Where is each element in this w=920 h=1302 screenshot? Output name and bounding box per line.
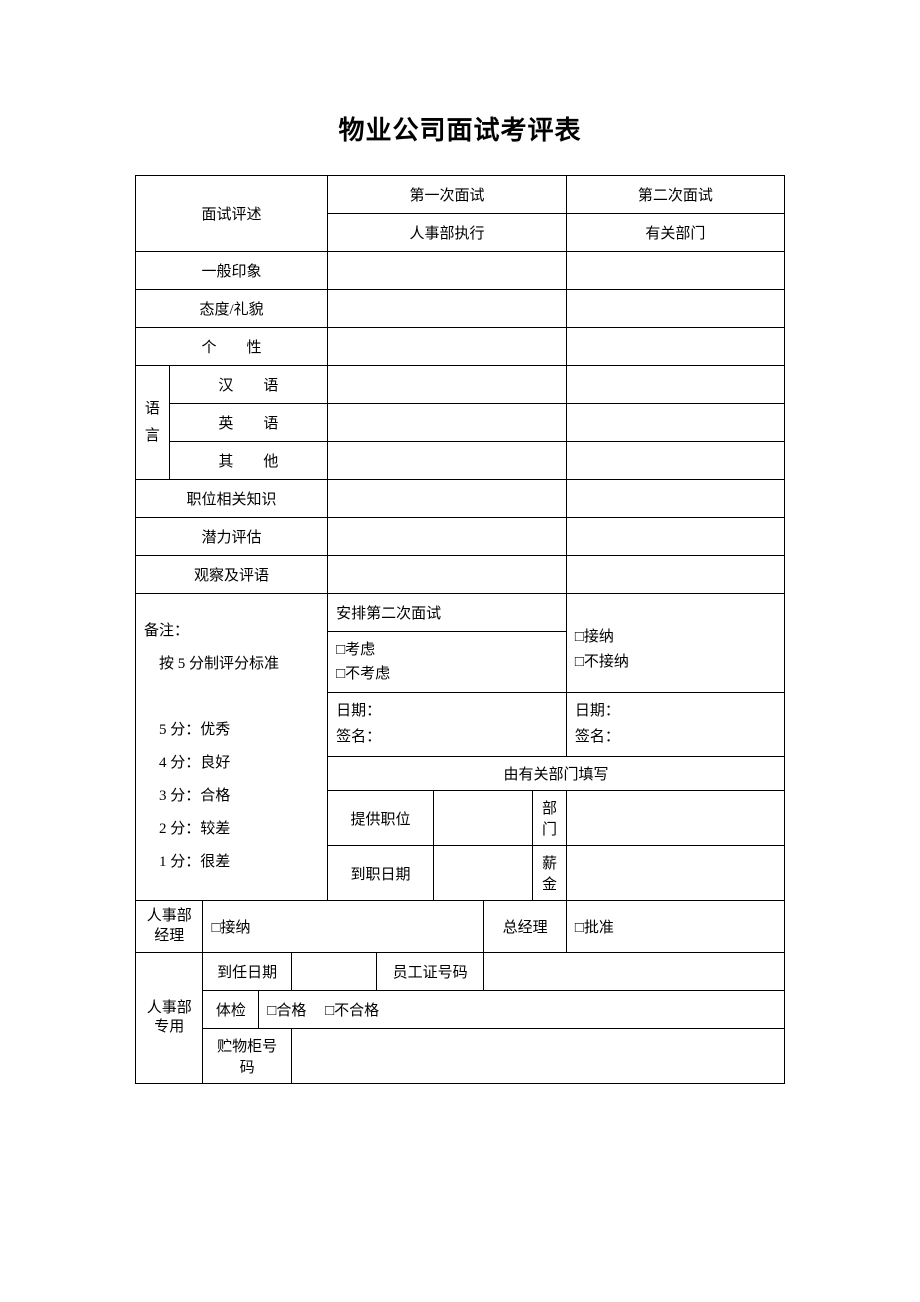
cell-attitude-2 (566, 290, 784, 328)
cb-hr-accept: □接纳 (203, 901, 484, 953)
notes-label: 备注： (144, 623, 189, 639)
cb-consider: □考虑 (336, 642, 375, 658)
cell-attitude-1 (328, 290, 567, 328)
cell-english-1 (328, 404, 567, 442)
row-attitude: 态度/礼貌 (136, 290, 328, 328)
arrange-second: 安排第二次面试 (328, 594, 567, 632)
cb-not-consider: □不考虑 (336, 666, 390, 682)
lbl-arrive-date: 到任日期 (203, 953, 291, 991)
cb-accept: □接纳 (575, 629, 614, 645)
evaluation-form: 面试评述 第一次面试 第二次面试 人事部执行 有关部门 一般印象 态度/礼貌 个… (135, 175, 785, 1084)
cell-obs-2 (566, 556, 784, 594)
consider-cell: □考虑 □不考虑 (328, 632, 567, 693)
row-chinese: 汉 语 (169, 366, 327, 404)
lbl-salary: 薪金 (533, 846, 567, 901)
lbl-gm: 总经理 (484, 901, 566, 953)
cell-pot-1 (328, 518, 567, 556)
cell-pot-2 (566, 518, 784, 556)
val-position (433, 791, 532, 846)
lbl-hr-manager: 人事部经理 (136, 901, 203, 953)
cell-jk-2 (566, 480, 784, 518)
date-sign-1: 日期： 签名： (328, 693, 567, 757)
cell-other-2 (566, 442, 784, 480)
cell-jk-1 (328, 480, 567, 518)
lbl-physical: 体检 (203, 991, 259, 1029)
date2: 日期： (575, 703, 620, 719)
lbl-emp-id: 员工证号码 (376, 953, 484, 991)
row-potential: 潜力评估 (136, 518, 328, 556)
notes-cell: 备注： 按 5 分制评分标准 5 分：优秀 4 分：良好 3 分：合格 2 分：… (136, 594, 328, 901)
val-salary (566, 846, 784, 901)
cell-personality-2 (566, 328, 784, 366)
date-sign-2: 日期： 签名： (566, 693, 784, 757)
lbl-department: 部门 (533, 791, 567, 846)
row-personality: 个 性 (136, 328, 328, 366)
val-arrive-date (291, 953, 376, 991)
cell-english-2 (566, 404, 784, 442)
row-english: 英 语 (169, 404, 327, 442)
sign2: 签名： (575, 729, 620, 745)
row-job-knowledge: 职位相关知识 (136, 480, 328, 518)
cb-not-accept: □不接纳 (575, 654, 629, 670)
th-interview-comment: 面试评述 (136, 176, 328, 252)
sign1: 签名： (336, 729, 381, 745)
cb-approve: □批准 (566, 901, 784, 953)
cell-personality-1 (328, 328, 567, 366)
row-observation: 观察及评语 (136, 556, 328, 594)
th-related-dept: 有关部门 (566, 214, 784, 252)
page-title: 物业公司面试考评表 (135, 110, 785, 147)
notes-s2: 2 分：较差 (144, 821, 230, 837)
lbl-position: 提供职位 (328, 791, 434, 846)
cell-impression-2 (566, 252, 784, 290)
lbl-start-date: 到职日期 (328, 846, 434, 901)
cb-physical: □合格 □不合格 (259, 991, 785, 1029)
lbl-locker: 贮物柜号码 (203, 1029, 291, 1084)
cell-other-1 (328, 442, 567, 480)
row-language: 语言 (136, 366, 170, 480)
val-start-date (433, 846, 532, 901)
cell-obs-1 (328, 556, 567, 594)
cell-chinese-2 (566, 366, 784, 404)
cell-chinese-1 (328, 366, 567, 404)
notes-s1: 1 分：很差 (144, 854, 230, 870)
notes-s5: 5 分：优秀 (144, 722, 230, 738)
notes-s4: 4 分：良好 (144, 755, 230, 771)
accept-cell: □接纳 □不接纳 (566, 594, 784, 693)
row-other: 其 他 (169, 442, 327, 480)
th-second-interview: 第二次面试 (566, 176, 784, 214)
val-locker (291, 1029, 784, 1084)
row-impression: 一般印象 (136, 252, 328, 290)
dept-fill-header: 由有关部门填写 (328, 757, 785, 791)
notes-s3: 3 分：合格 (144, 788, 230, 804)
val-department (566, 791, 784, 846)
date1: 日期： (336, 703, 381, 719)
lbl-hr-only: 人事部专用 (136, 953, 203, 1084)
notes-std: 按 5 分制评分标准 (144, 656, 279, 672)
val-emp-id (484, 953, 785, 991)
cell-impression-1 (328, 252, 567, 290)
th-first-interview: 第一次面试 (328, 176, 567, 214)
th-hr-exec: 人事部执行 (328, 214, 567, 252)
